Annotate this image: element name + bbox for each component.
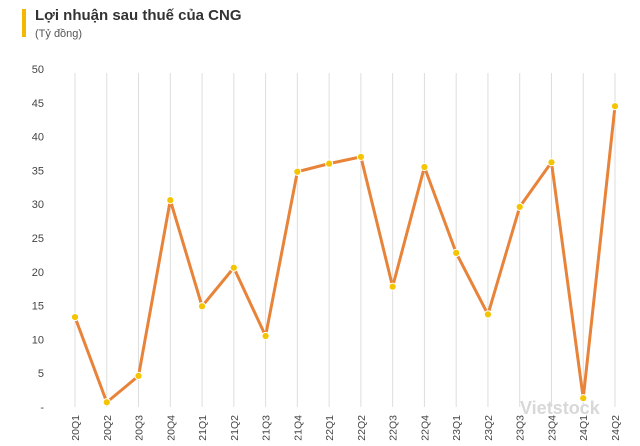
x-tick-label-23Q1: 23Q1 [451,415,463,441]
data-point-20Q3 [134,371,143,381]
series-line-path [73,104,617,404]
y-tick-label: 5 [38,368,44,380]
x-tick-label-23Q2: 23Q2 [483,415,495,441]
x-tick-label-20Q1: 20Q1 [70,415,82,441]
x-tick-label-20Q3: 20Q3 [134,415,146,441]
x-tick-label-21Q3: 21Q3 [261,415,273,441]
y-tick-label: 40 [32,132,44,144]
data-point-22Q3 [388,282,397,291]
data-point-23Q4 [547,158,556,167]
y-tick-label: 35 [32,165,44,177]
data-point-20Q2 [102,398,111,407]
x-tick-label-24Q2: 24Q2 [610,415,622,441]
data-point-22Q2 [356,152,365,161]
x-tick-label-21Q2: 21Q2 [229,415,241,441]
y-tick-label: - [40,402,44,414]
title-accent-bar [22,9,26,37]
y-tick-label: 50 [32,64,44,76]
grid-lines [74,73,616,407]
y-tick-label: 45 [32,98,44,110]
data-point-22Q4 [420,162,429,172]
series-markers [70,102,620,407]
data-point-20Q1 [70,312,80,322]
x-tick-label-22Q4: 22Q4 [419,415,431,441]
x-tick-label-24Q1: 24Q1 [578,415,590,441]
y-tick-label: 20 [32,267,44,279]
y-tick-label: 10 [32,334,44,346]
data-point-21Q3 [261,331,270,341]
data-point-23Q1 [452,248,461,257]
y-tick-label: 30 [32,199,44,211]
data-point-24Q2 [610,102,620,111]
x-tick-label-22Q3: 22Q3 [388,415,400,441]
data-point-20Q4 [166,196,175,205]
x-axis: 20Q1 20Q2 20Q3 20Q4 21Q1 21Q2 21Q3 21Q4 22Q1 22Q2… [70,415,622,441]
watermark: Vietstock [520,398,601,418]
data-point-21Q4 [293,167,302,176]
data-point-21Q1 [197,302,207,311]
x-tick-label-20Q4: 20Q4 [165,415,177,441]
data-point-21Q2 [229,263,238,272]
data-point-24Q1 [579,394,588,403]
y-tick-label: 15 [32,301,44,313]
x-tick-label-23Q3: 23Q3 [515,415,527,441]
data-point-23Q2 [483,310,493,319]
data-point-23Q3 [515,202,524,212]
x-tick-label-20Q2: 20Q2 [102,415,114,441]
y-tick-label: 25 [32,233,44,245]
x-tick-label-22Q2: 22Q2 [356,415,368,441]
data-point-22Q1 [325,159,334,168]
x-tick-label-21Q1: 21Q1 [197,415,209,441]
y-axis: - 5 10 15 20 25 30 35 40 45 50 [32,64,45,414]
chart-title: Lợi nhuận sau thuế của CNG [35,7,242,24]
x-tick-label-22Q1: 22Q1 [324,415,336,441]
x-tick-label-23Q4: 23Q4 [546,415,558,441]
series-line [73,104,617,404]
chart-subtitle: (Tỷ đồng) [35,28,83,40]
x-tick-label-21Q4: 21Q4 [292,415,304,441]
